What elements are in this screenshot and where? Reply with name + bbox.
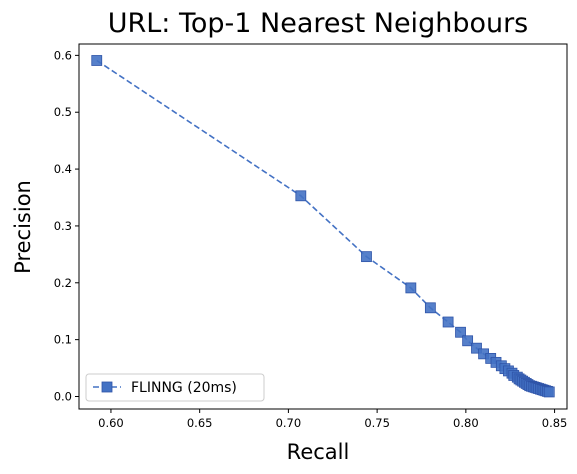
y-tick-label: 0.0 xyxy=(54,389,72,403)
y-tick-label: 0.5 xyxy=(54,105,72,119)
y-axis: 0.0 0.1 0.2 0.3 0.4 0.5 0.6 xyxy=(54,48,79,403)
data-point xyxy=(543,386,555,398)
chart-title: URL: Top-1 Nearest Neighbours xyxy=(108,8,529,39)
data-point xyxy=(295,190,307,202)
legend-box xyxy=(85,373,265,402)
x-tick-label: 0.75 xyxy=(364,416,390,430)
x-tick-label: 0.70 xyxy=(276,416,302,430)
data-point xyxy=(91,55,103,66)
x-axis-title: Recall xyxy=(287,440,350,464)
x-tick-label: 0.85 xyxy=(542,416,568,430)
x-tick-label: 0.65 xyxy=(187,416,213,430)
y-axis-title: Precision xyxy=(11,180,35,274)
legend-marker xyxy=(101,381,113,393)
data-point xyxy=(361,251,372,263)
x-axis: 0.60 0.65 0.70 0.75 0.80 0.85 xyxy=(98,409,567,430)
series-layer xyxy=(91,55,555,398)
plot-area xyxy=(79,44,567,409)
x-tick-label: 0.60 xyxy=(98,416,124,430)
data-point xyxy=(471,342,482,354)
y-tick-label: 0.3 xyxy=(54,219,72,233)
data-point xyxy=(442,316,454,328)
data-point xyxy=(455,326,466,338)
data-point xyxy=(462,335,474,347)
y-tick-label: 0.2 xyxy=(54,276,72,290)
y-tick-label: 0.1 xyxy=(54,333,72,347)
data-point xyxy=(405,282,417,294)
x-tick-label: 0.80 xyxy=(453,416,479,430)
legend: FLINNG (20ms) xyxy=(85,373,265,402)
data-point xyxy=(424,302,436,314)
y-tick-label: 0.6 xyxy=(54,48,72,62)
plot-frame xyxy=(78,43,568,410)
legend-label: FLINNG (20ms) xyxy=(131,380,237,396)
y-tick-label: 0.4 xyxy=(54,162,72,176)
